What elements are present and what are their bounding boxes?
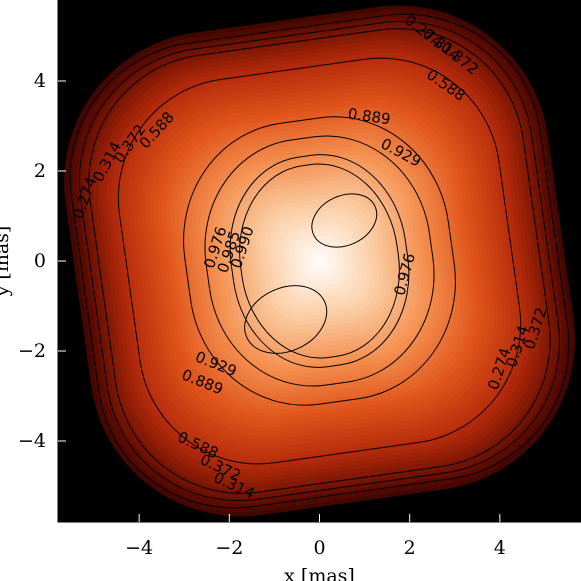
contour-0-274 [69,13,570,509]
x-axis-title: x [mas] [284,565,355,581]
x-tick-label: −4 [125,537,153,559]
contour-0-314 [78,20,561,502]
intensity-level [315,256,324,266]
contour-0-990-island-2 [244,285,328,354]
contour-lines [69,13,570,509]
y-tick-label: 2 [34,160,46,182]
intensity-map [64,5,575,517]
contour-0-985 [239,163,400,359]
x-tick-label: 4 [494,537,506,559]
y-tick-label: −4 [18,430,46,452]
x-axis-ticks: −4 −2 0 2 4 [125,514,506,559]
x-tick-label: 2 [404,537,416,559]
contour-0-990-island-1 [311,193,378,248]
contour-0-588 [117,57,522,465]
contour-0-372 [88,28,551,494]
contour-0-929 [204,135,435,387]
x-tick-label: −2 [215,537,243,559]
contour-0-889 [183,116,456,406]
y-tick-label: 0 [34,250,46,272]
y-axis-title: y [mas] [0,226,13,298]
y-axis-ticks: −4 −2 0 2 4 [18,70,66,452]
contour-0-976 [229,154,410,368]
y-tick-label: −2 [18,340,46,362]
y-tick-label: 4 [34,70,46,92]
x-tick-label: 0 [313,537,325,559]
contour-label: 0.889 [347,105,392,129]
